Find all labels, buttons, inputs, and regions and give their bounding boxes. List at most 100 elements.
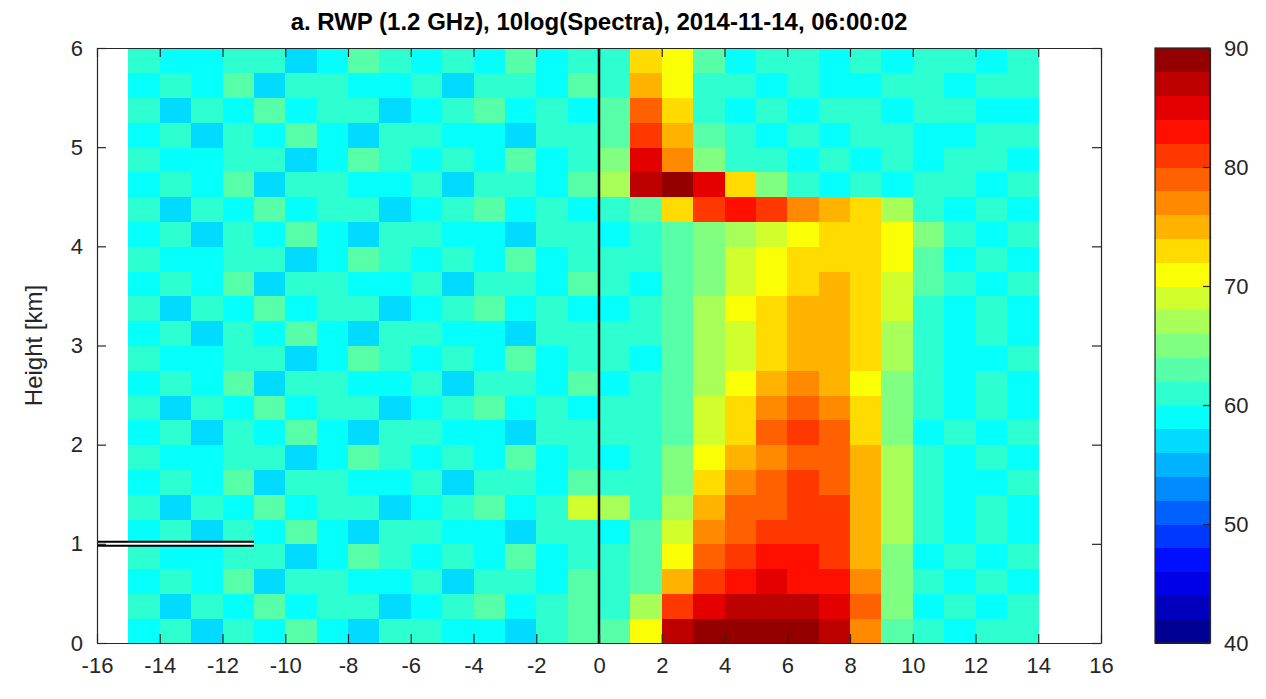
cell (944, 544, 976, 569)
cell (411, 98, 443, 123)
cell (160, 346, 192, 371)
colorbar-step (1155, 96, 1210, 120)
cell (756, 172, 788, 197)
cell (756, 296, 788, 321)
tick: 0 (593, 634, 605, 678)
cell (693, 346, 725, 371)
cell (599, 222, 631, 247)
cell (254, 370, 286, 395)
tick: 60 (1203, 393, 1248, 418)
cell (787, 445, 819, 470)
cell (976, 445, 1008, 470)
cell (160, 445, 192, 470)
cell (411, 222, 443, 247)
cell (285, 48, 317, 73)
cell (662, 122, 694, 147)
cell (976, 370, 1008, 395)
cell (505, 370, 537, 395)
cell (505, 395, 537, 420)
cell (223, 469, 255, 494)
cell (693, 271, 725, 296)
cell (568, 469, 600, 494)
tick (976, 48, 977, 57)
cell (223, 271, 255, 296)
tick-mark (1203, 524, 1210, 525)
colorbar-step (1155, 429, 1210, 453)
cell (944, 246, 976, 271)
cell (976, 122, 1008, 147)
cell (442, 618, 474, 643)
cell (1007, 469, 1039, 494)
cell (881, 593, 913, 618)
y-axis-right-line (1101, 49, 1102, 644)
tick-label: 40 (1224, 631, 1248, 656)
tick-label: 12 (964, 653, 988, 678)
cell (725, 73, 757, 98)
cell (254, 98, 286, 123)
cell (881, 222, 913, 247)
cell (191, 544, 223, 569)
cell (693, 197, 725, 222)
cell (191, 246, 223, 271)
cell (474, 494, 506, 519)
cell (881, 445, 913, 470)
colorbar-step (1155, 357, 1210, 381)
cell (819, 544, 851, 569)
cell (128, 122, 160, 147)
x-axis: -16-14-12-10-8-6-4-20246810121416 (82, 634, 1114, 678)
cell (944, 346, 976, 371)
colorbar-step (1155, 524, 1210, 548)
cell (160, 222, 192, 247)
tick-mark (1092, 246, 1101, 247)
tick-label: 2 (71, 432, 83, 457)
cell (756, 420, 788, 445)
cell (348, 519, 380, 544)
cell (662, 197, 694, 222)
cell (191, 73, 223, 98)
tick-label: -4 (464, 653, 484, 678)
cell (662, 519, 694, 544)
cell (505, 246, 537, 271)
cell (725, 494, 757, 519)
cell (1007, 197, 1039, 222)
cell (128, 420, 160, 445)
cell (223, 593, 255, 618)
colorbar-step (1155, 619, 1210, 643)
cell (411, 73, 443, 98)
cell (317, 246, 349, 271)
tick-mark (222, 634, 223, 643)
tick-label: -16 (82, 653, 114, 678)
cell (787, 370, 819, 395)
cell (317, 346, 349, 371)
cell (693, 370, 725, 395)
tick-label: -2 (527, 653, 547, 678)
cell (850, 593, 882, 618)
cell (913, 618, 945, 643)
tick-mark (1092, 544, 1101, 545)
cell (223, 48, 255, 73)
tick-mark (473, 48, 474, 57)
tick-mark (850, 634, 851, 643)
cell (254, 122, 286, 147)
cell (285, 346, 317, 371)
cell (317, 370, 349, 395)
cell (819, 321, 851, 346)
cell (285, 222, 317, 247)
colorbar-step (1155, 476, 1210, 500)
cell (317, 197, 349, 222)
cell (1007, 519, 1039, 544)
cell (128, 469, 160, 494)
cell (787, 147, 819, 172)
colorbar-axis: 405060708090 (1203, 36, 1248, 656)
cell (160, 420, 192, 445)
cell (756, 98, 788, 123)
tick-label: 80 (1224, 155, 1248, 180)
tick-mark (787, 634, 788, 643)
cell (128, 544, 160, 569)
cell (819, 519, 851, 544)
tick (913, 48, 914, 57)
cell (599, 246, 631, 271)
cell (379, 172, 411, 197)
cell (850, 222, 882, 247)
cell (348, 494, 380, 519)
